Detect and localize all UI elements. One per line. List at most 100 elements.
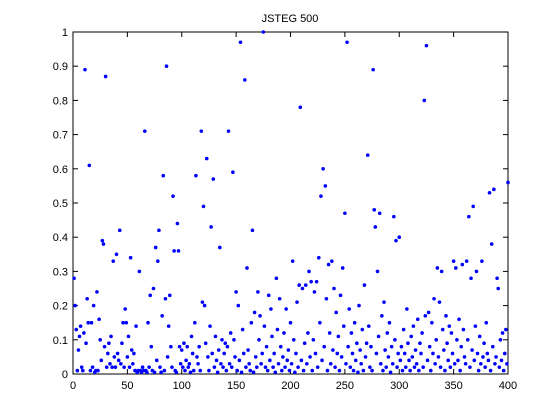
point	[163, 296, 168, 301]
point	[257, 338, 261, 342]
point	[375, 269, 380, 274]
point	[237, 358, 242, 363]
point	[472, 358, 477, 363]
point	[326, 262, 331, 267]
plot-box	[72, 31, 509, 375]
point	[387, 320, 392, 325]
point	[165, 355, 170, 359]
point	[276, 361, 281, 366]
point	[220, 338, 224, 342]
point	[234, 290, 238, 294]
point	[179, 348, 184, 352]
point	[294, 351, 298, 356]
point	[167, 293, 172, 298]
point	[384, 365, 389, 369]
point	[373, 225, 378, 229]
point	[364, 341, 369, 346]
point	[349, 331, 354, 335]
point	[140, 365, 145, 369]
point	[114, 252, 119, 257]
point	[88, 368, 93, 373]
point	[200, 300, 205, 304]
point	[199, 129, 204, 133]
point	[355, 341, 359, 346]
point	[125, 355, 130, 359]
point	[212, 365, 217, 369]
point	[147, 365, 151, 369]
point	[174, 370, 179, 375]
point	[323, 184, 328, 188]
point	[269, 307, 273, 311]
point	[411, 324, 416, 328]
point	[397, 235, 402, 239]
point	[259, 361, 263, 366]
point	[187, 361, 192, 366]
point	[123, 307, 127, 311]
point	[95, 290, 99, 294]
point	[322, 344, 327, 349]
point	[112, 355, 117, 359]
point	[146, 320, 150, 325]
point	[272, 351, 276, 356]
point	[297, 283, 302, 287]
point	[418, 341, 422, 346]
point	[502, 351, 507, 356]
point	[293, 370, 297, 375]
point	[469, 276, 473, 281]
point	[116, 358, 121, 363]
point	[488, 368, 493, 373]
point	[249, 320, 254, 325]
point	[251, 370, 256, 375]
point	[340, 266, 345, 270]
point	[213, 334, 218, 339]
point	[280, 368, 284, 373]
point	[301, 368, 306, 373]
point	[201, 204, 206, 209]
point	[454, 266, 458, 270]
point	[99, 358, 104, 363]
point	[239, 370, 244, 375]
point	[352, 320, 357, 325]
point	[446, 358, 450, 363]
point	[106, 351, 110, 356]
point	[351, 368, 356, 373]
x-tick-label: 0	[70, 380, 76, 392]
point	[321, 167, 325, 171]
point	[228, 331, 233, 335]
point	[423, 314, 428, 318]
point	[438, 365, 443, 369]
point	[265, 368, 270, 373]
point	[419, 351, 423, 356]
point	[254, 365, 259, 369]
point	[132, 351, 136, 356]
point	[189, 334, 194, 339]
point	[473, 324, 478, 328]
point	[467, 214, 471, 219]
point	[471, 204, 476, 209]
chart-title: JSTEG 500	[262, 13, 319, 25]
point	[190, 351, 195, 356]
x-tick-label: 350	[444, 380, 462, 392]
point	[211, 177, 216, 181]
point	[149, 344, 154, 349]
point	[253, 355, 258, 359]
point	[435, 266, 440, 270]
point	[119, 361, 123, 366]
point	[277, 296, 282, 301]
y-tick-label: 0.2	[53, 301, 68, 313]
point	[310, 368, 315, 373]
point	[424, 43, 429, 48]
point	[422, 98, 427, 103]
point	[129, 348, 134, 352]
point	[181, 365, 185, 369]
y-tick-label: 0	[62, 369, 68, 381]
point	[403, 365, 408, 369]
point	[226, 129, 231, 133]
point	[445, 341, 449, 346]
point	[455, 338, 459, 342]
point	[76, 348, 81, 352]
point	[409, 334, 414, 339]
point	[335, 351, 340, 356]
point	[492, 187, 496, 192]
point	[113, 365, 118, 369]
